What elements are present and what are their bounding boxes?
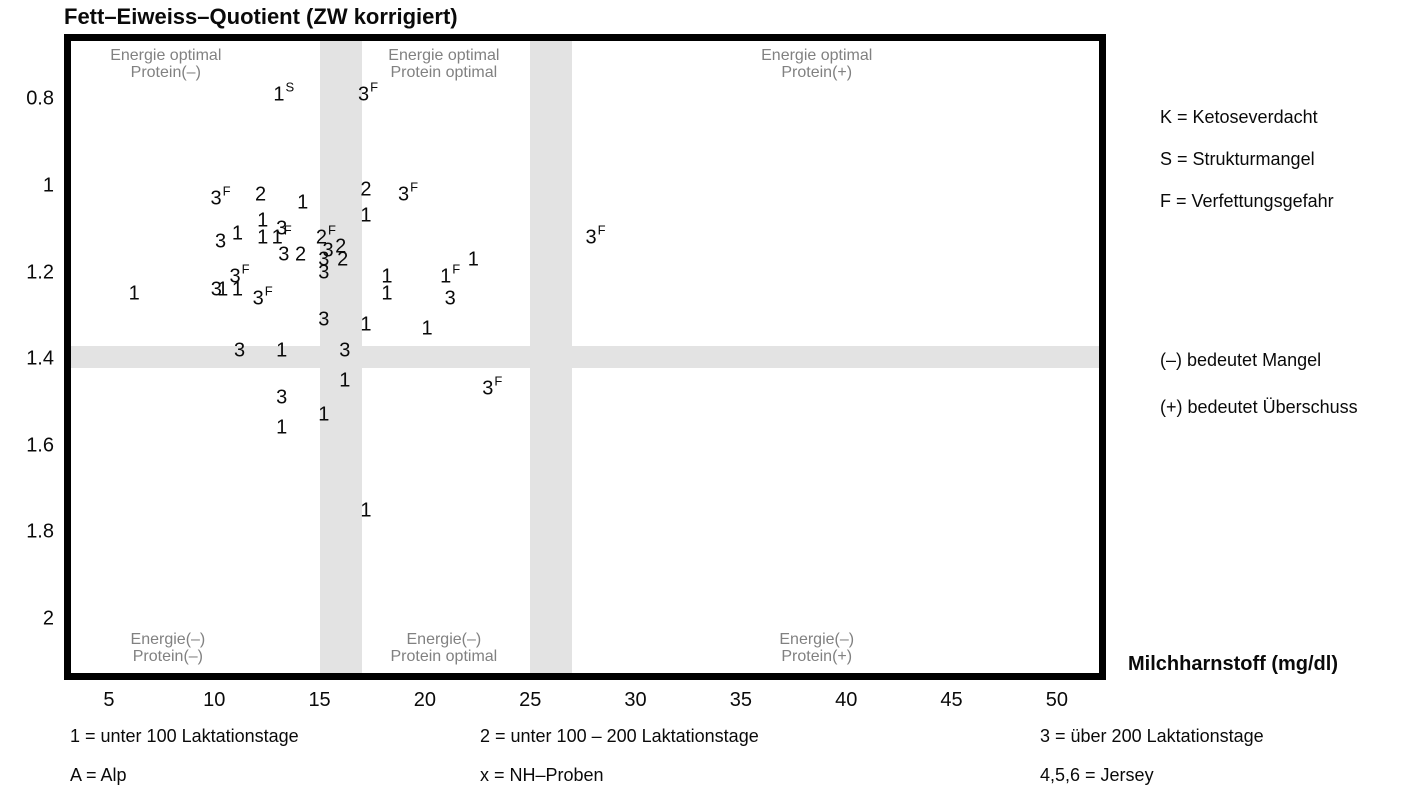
data-point: 1 <box>231 278 243 301</box>
y-tick-label: 1.8 <box>26 520 54 543</box>
y-tick-label: 1.2 <box>26 261 54 284</box>
bottom-legend-alp: A = Alp <box>70 765 127 785</box>
bottom-legend-lactation-1: 1 = unter 100 Laktationstage <box>70 726 299 746</box>
data-point: 1 <box>276 339 288 362</box>
data-point: 1 <box>421 317 433 340</box>
region-label: Energie optimal Protein optimal <box>388 47 500 81</box>
data-point: 3F <box>357 79 379 106</box>
data-point: 3 <box>215 230 227 253</box>
data-point: 1 <box>467 248 479 271</box>
plot-inner: Energie optimal Protein(–) Energie optimal… <box>26 41 1099 711</box>
data-point-flag: F <box>370 79 379 95</box>
data-point: 1 <box>360 204 372 227</box>
data-point-flag: F <box>410 179 419 195</box>
data-point: 1 <box>217 278 229 301</box>
bottom-legend-jersey: 4,5,6 = Jersey <box>1040 765 1154 785</box>
plot-area: Energie optimal Protein(–) Energie optimal… <box>26 34 1106 711</box>
data-point-flag: F <box>327 222 336 238</box>
data-point: 3F <box>252 283 273 310</box>
x-tick-label: 50 <box>1045 689 1068 711</box>
data-point-flag: F <box>222 183 231 199</box>
data-point: 2 <box>360 178 372 201</box>
data-point: 1 <box>381 282 393 305</box>
data-point-flag: F <box>494 374 503 390</box>
data-point: 2 <box>295 243 307 266</box>
data-point-flag: F <box>283 222 292 238</box>
side-legend-sign-meanings: (–) bedeutet Mangel (+) bedeutet Übersch… <box>1160 350 1358 444</box>
data-point: 3F <box>482 374 503 401</box>
data-point: 3 <box>339 339 351 362</box>
data-point: 2 <box>337 248 349 271</box>
data-point: 3 <box>318 308 330 331</box>
data-point: 3 <box>444 287 456 310</box>
x-tick-label: 35 <box>729 689 752 711</box>
x-tick-label: 40 <box>835 689 858 711</box>
region-label: Energie(–) Protein(+) <box>779 631 855 666</box>
shaded-band-horizontal <box>71 346 1099 368</box>
y-tick-label: 1.6 <box>26 434 54 457</box>
bottom-legend-lactation-2: 2 = unter 100 – 200 Laktationstage <box>480 726 759 746</box>
data-point: 1 <box>339 369 351 392</box>
legend-entry-mangel: (–) bedeutet Mangel <box>1160 350 1322 370</box>
data-point: 1 <box>276 417 288 440</box>
x-tick-label: 10 <box>203 689 226 711</box>
region-label: Energie optimal Protein(+) <box>761 47 873 81</box>
legend-entry-struktur: S = Strukturmangel <box>1160 149 1315 169</box>
legend-entry-ketose: K = Ketoseverdacht <box>1160 107 1318 127</box>
data-point: 1S <box>273 79 295 106</box>
data-point-flag: F <box>452 261 461 277</box>
data-point: 1F <box>440 261 461 288</box>
side-legend-marker-codes: K = Ketoseverdacht S = Strukturmangel F … <box>1160 107 1334 233</box>
data-point-flag: F <box>264 283 273 299</box>
x-tick-label: 30 <box>624 689 647 711</box>
data-point: 1 <box>360 499 372 522</box>
data-point: 3 <box>276 217 288 240</box>
chart-title: Fett–Eiweiss–Quotient (ZW korrigiert) <box>64 4 458 29</box>
y-tick-label: 1.4 <box>26 347 54 370</box>
data-point: 1 <box>297 191 309 214</box>
data-point: 1 <box>231 222 243 245</box>
data-point: 3 <box>233 339 246 362</box>
y-tick-label: 2 <box>42 607 54 630</box>
bottom-legend-nh-proben: x = NH–Proben <box>480 765 604 785</box>
x-tick-label: 20 <box>413 689 437 711</box>
y-tick-label: 0.8 <box>26 87 54 110</box>
data-point: 2 <box>255 183 267 206</box>
data-point: 3 <box>318 261 330 284</box>
data-point: 3 <box>210 278 222 301</box>
x-tick-label: 5 <box>103 689 115 711</box>
data-point: 1 <box>257 226 269 249</box>
y-tick-label: 1 <box>42 174 54 197</box>
legend-entry-verfettung: F = Verfettungsgefahr <box>1160 191 1334 211</box>
bottom-legend-lactation-3: 3 = über 200 Laktationstage <box>1040 726 1264 746</box>
data-point: 3F <box>585 222 606 249</box>
data-point: 3F <box>398 179 419 206</box>
data-point: 2F <box>315 222 336 249</box>
data-point: 1 <box>318 404 330 427</box>
data-point: 3 <box>318 248 330 271</box>
data-point: 1F <box>271 222 292 249</box>
x-tick-label: 45 <box>940 689 963 711</box>
data-point: 1 <box>381 265 393 288</box>
data-point-flag: S <box>285 79 295 95</box>
legend-entry-ueberschuss: (+) bedeutet Überschuss <box>1160 397 1358 417</box>
x-tick-label: 25 <box>519 689 542 711</box>
x-axis-label: Milchharnstoff (mg/dl) <box>1128 653 1338 675</box>
data-point: 1 <box>257 209 269 232</box>
data-point-flag: F <box>597 222 606 238</box>
region-label: Energie(–) Protein optimal <box>390 631 498 666</box>
data-point: 1 <box>128 282 140 305</box>
data-point: 3 <box>276 386 288 409</box>
data-point: 1 <box>360 313 372 336</box>
region-label: Energie(–) Protein(–) <box>130 631 206 666</box>
data-point: 3 <box>322 239 334 262</box>
data-point: 3 <box>278 243 290 266</box>
data-point: 3F <box>210 183 231 210</box>
data-point-flag: F <box>241 261 250 277</box>
data-point: 2 <box>335 235 347 258</box>
x-tick-label: 15 <box>308 689 331 711</box>
data-point: 3F <box>229 261 250 288</box>
region-label: Energie optimal Protein(–) <box>110 47 222 81</box>
